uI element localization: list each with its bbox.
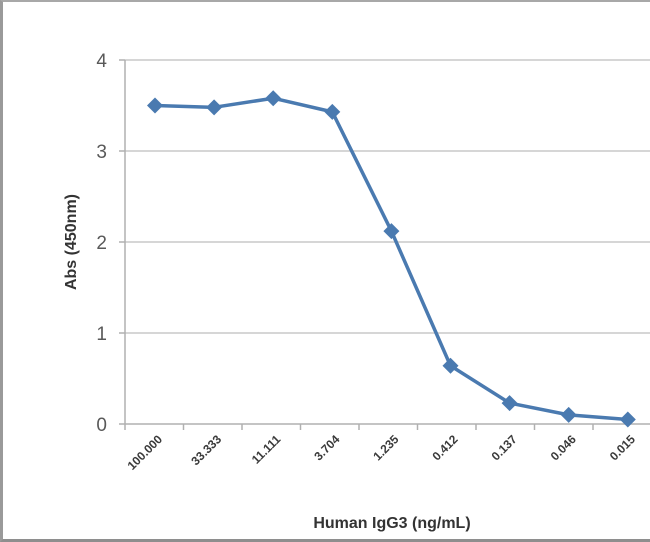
x-tick-label: 11.111 bbox=[249, 432, 284, 467]
data-point-diamond-icon bbox=[442, 357, 459, 374]
series-line bbox=[154, 96, 628, 422]
data-point-diamond-icon bbox=[206, 99, 223, 116]
data-point-diamond-icon bbox=[560, 406, 577, 423]
x-tick-label: 0.046 bbox=[548, 432, 579, 463]
x-tick-label: 0.137 bbox=[489, 432, 520, 463]
y-axis-ticks: 0 1 2 3 4 bbox=[96, 51, 125, 436]
y-tick-label: 3 bbox=[96, 142, 107, 163]
data-point-diamond-icon bbox=[324, 103, 341, 120]
x-tick-label: 33.333 bbox=[188, 432, 224, 468]
x-tick-label: 0.015 bbox=[607, 432, 638, 463]
y-tick-label: 1 bbox=[96, 324, 107, 345]
x-axis-title: Human IgG3 (ng/mL) bbox=[313, 515, 470, 532]
x-tick-label: 0.412 bbox=[429, 432, 460, 463]
y-axis-title: Abs (450nm) bbox=[63, 194, 80, 290]
y-tick-label: 0 bbox=[96, 415, 107, 436]
data-point-diamond-icon bbox=[147, 97, 163, 114]
x-axis-ticks: 100.000 33.333 11.111 3.704 1.235 0.412 0.137 0… bbox=[124, 424, 638, 473]
x-tick-label: 100.000 bbox=[125, 432, 166, 473]
data-point-diamond-icon bbox=[383, 223, 400, 240]
data-point-diamond-icon bbox=[501, 395, 518, 412]
data-point-diamond-icon bbox=[265, 90, 282, 107]
x-tick-label: 3.704 bbox=[311, 432, 342, 463]
x-tick-label: 1.235 bbox=[370, 432, 401, 463]
y-tick-label: 4 bbox=[96, 51, 107, 72]
gridlines bbox=[125, 59, 650, 334]
data-series bbox=[147, 90, 636, 428]
y-tick-label: 2 bbox=[96, 233, 107, 254]
data-point-diamond-icon bbox=[619, 411, 636, 428]
